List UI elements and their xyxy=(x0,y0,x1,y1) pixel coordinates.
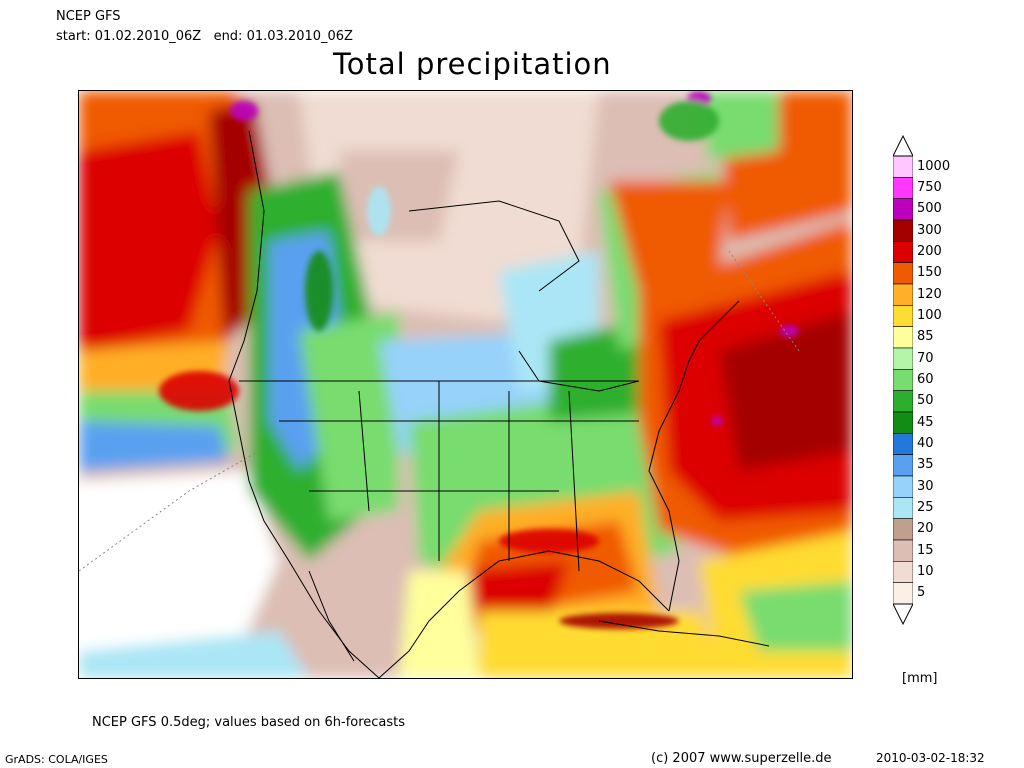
legend-color-bar xyxy=(893,134,913,626)
legend-swatch-35 xyxy=(893,454,913,477)
legend-label-60: 60 xyxy=(917,372,934,387)
legend-swatch-15 xyxy=(893,539,913,562)
legend-swatch-200 xyxy=(893,241,913,263)
legend-swatch-70 xyxy=(893,347,913,370)
model-name: NCEP GFS xyxy=(56,9,121,24)
legend-label-20: 20 xyxy=(917,521,934,537)
precipitation-map xyxy=(78,90,853,679)
legend-bottom-arrow xyxy=(893,603,913,626)
software-credit: GrADS: COLA/IGES xyxy=(5,753,108,766)
legend-swatch-10 xyxy=(893,561,913,583)
legend-label-750: 750 xyxy=(917,180,942,195)
legend-swatch-120 xyxy=(893,283,913,306)
copyright-note: (c) 2007 www.superzelle.de xyxy=(651,751,832,766)
legend-swatch-5 xyxy=(893,582,913,605)
legend-swatch-20 xyxy=(893,518,913,541)
legend-top-arrow xyxy=(893,134,913,157)
legend-label-10: 10 xyxy=(917,564,934,579)
legend-label-1000: 1000 xyxy=(917,158,951,174)
legend-swatch-25 xyxy=(893,497,913,519)
legend-unit: [mm] xyxy=(902,671,938,686)
legend-label-70: 70 xyxy=(917,350,934,366)
legend-label-150: 150 xyxy=(917,265,942,281)
legend-swatch-50 xyxy=(893,390,913,413)
legend-swatch-1000 xyxy=(893,155,913,178)
data-source-note: NCEP GFS 0.5deg; values based on 6h-fore… xyxy=(92,715,406,730)
legend-swatch-60 xyxy=(893,369,913,391)
legend-label-35: 35 xyxy=(917,457,934,473)
legend-swatch-85 xyxy=(893,326,913,349)
generated-timestamp: 2010-03-02-18:32 xyxy=(876,751,985,765)
legend-label-100: 100 xyxy=(917,308,942,323)
legend-label-120: 120 xyxy=(917,286,942,302)
legend-label-500: 500 xyxy=(917,201,942,217)
legend-label-45: 45 xyxy=(917,414,934,430)
legend-label-15: 15 xyxy=(917,542,934,558)
legend-swatch-30 xyxy=(893,475,913,498)
precipitation-field xyxy=(79,91,852,678)
legend-label-200: 200 xyxy=(917,244,942,259)
forecast-period: start: 01.02.2010_06Z end: 01.03.2010_06… xyxy=(56,29,353,44)
legend-label-40: 40 xyxy=(917,436,934,451)
map-title: Total precipitation xyxy=(333,47,612,81)
legend-swatch-150 xyxy=(893,262,913,285)
legend-label-85: 85 xyxy=(917,329,934,345)
legend-swatch-300 xyxy=(893,219,913,242)
legend-label-5: 5 xyxy=(917,585,926,601)
legend-swatch-750 xyxy=(893,177,913,199)
legend-label-300: 300 xyxy=(917,222,942,238)
legend-label-50: 50 xyxy=(917,393,934,409)
legend-label-30: 30 xyxy=(917,478,934,494)
legend-label-25: 25 xyxy=(917,500,934,515)
legend-swatch-500 xyxy=(893,198,913,221)
legend-swatch-45 xyxy=(893,411,913,434)
legend-swatch-100 xyxy=(893,305,913,327)
legend-swatch-40 xyxy=(893,433,913,455)
